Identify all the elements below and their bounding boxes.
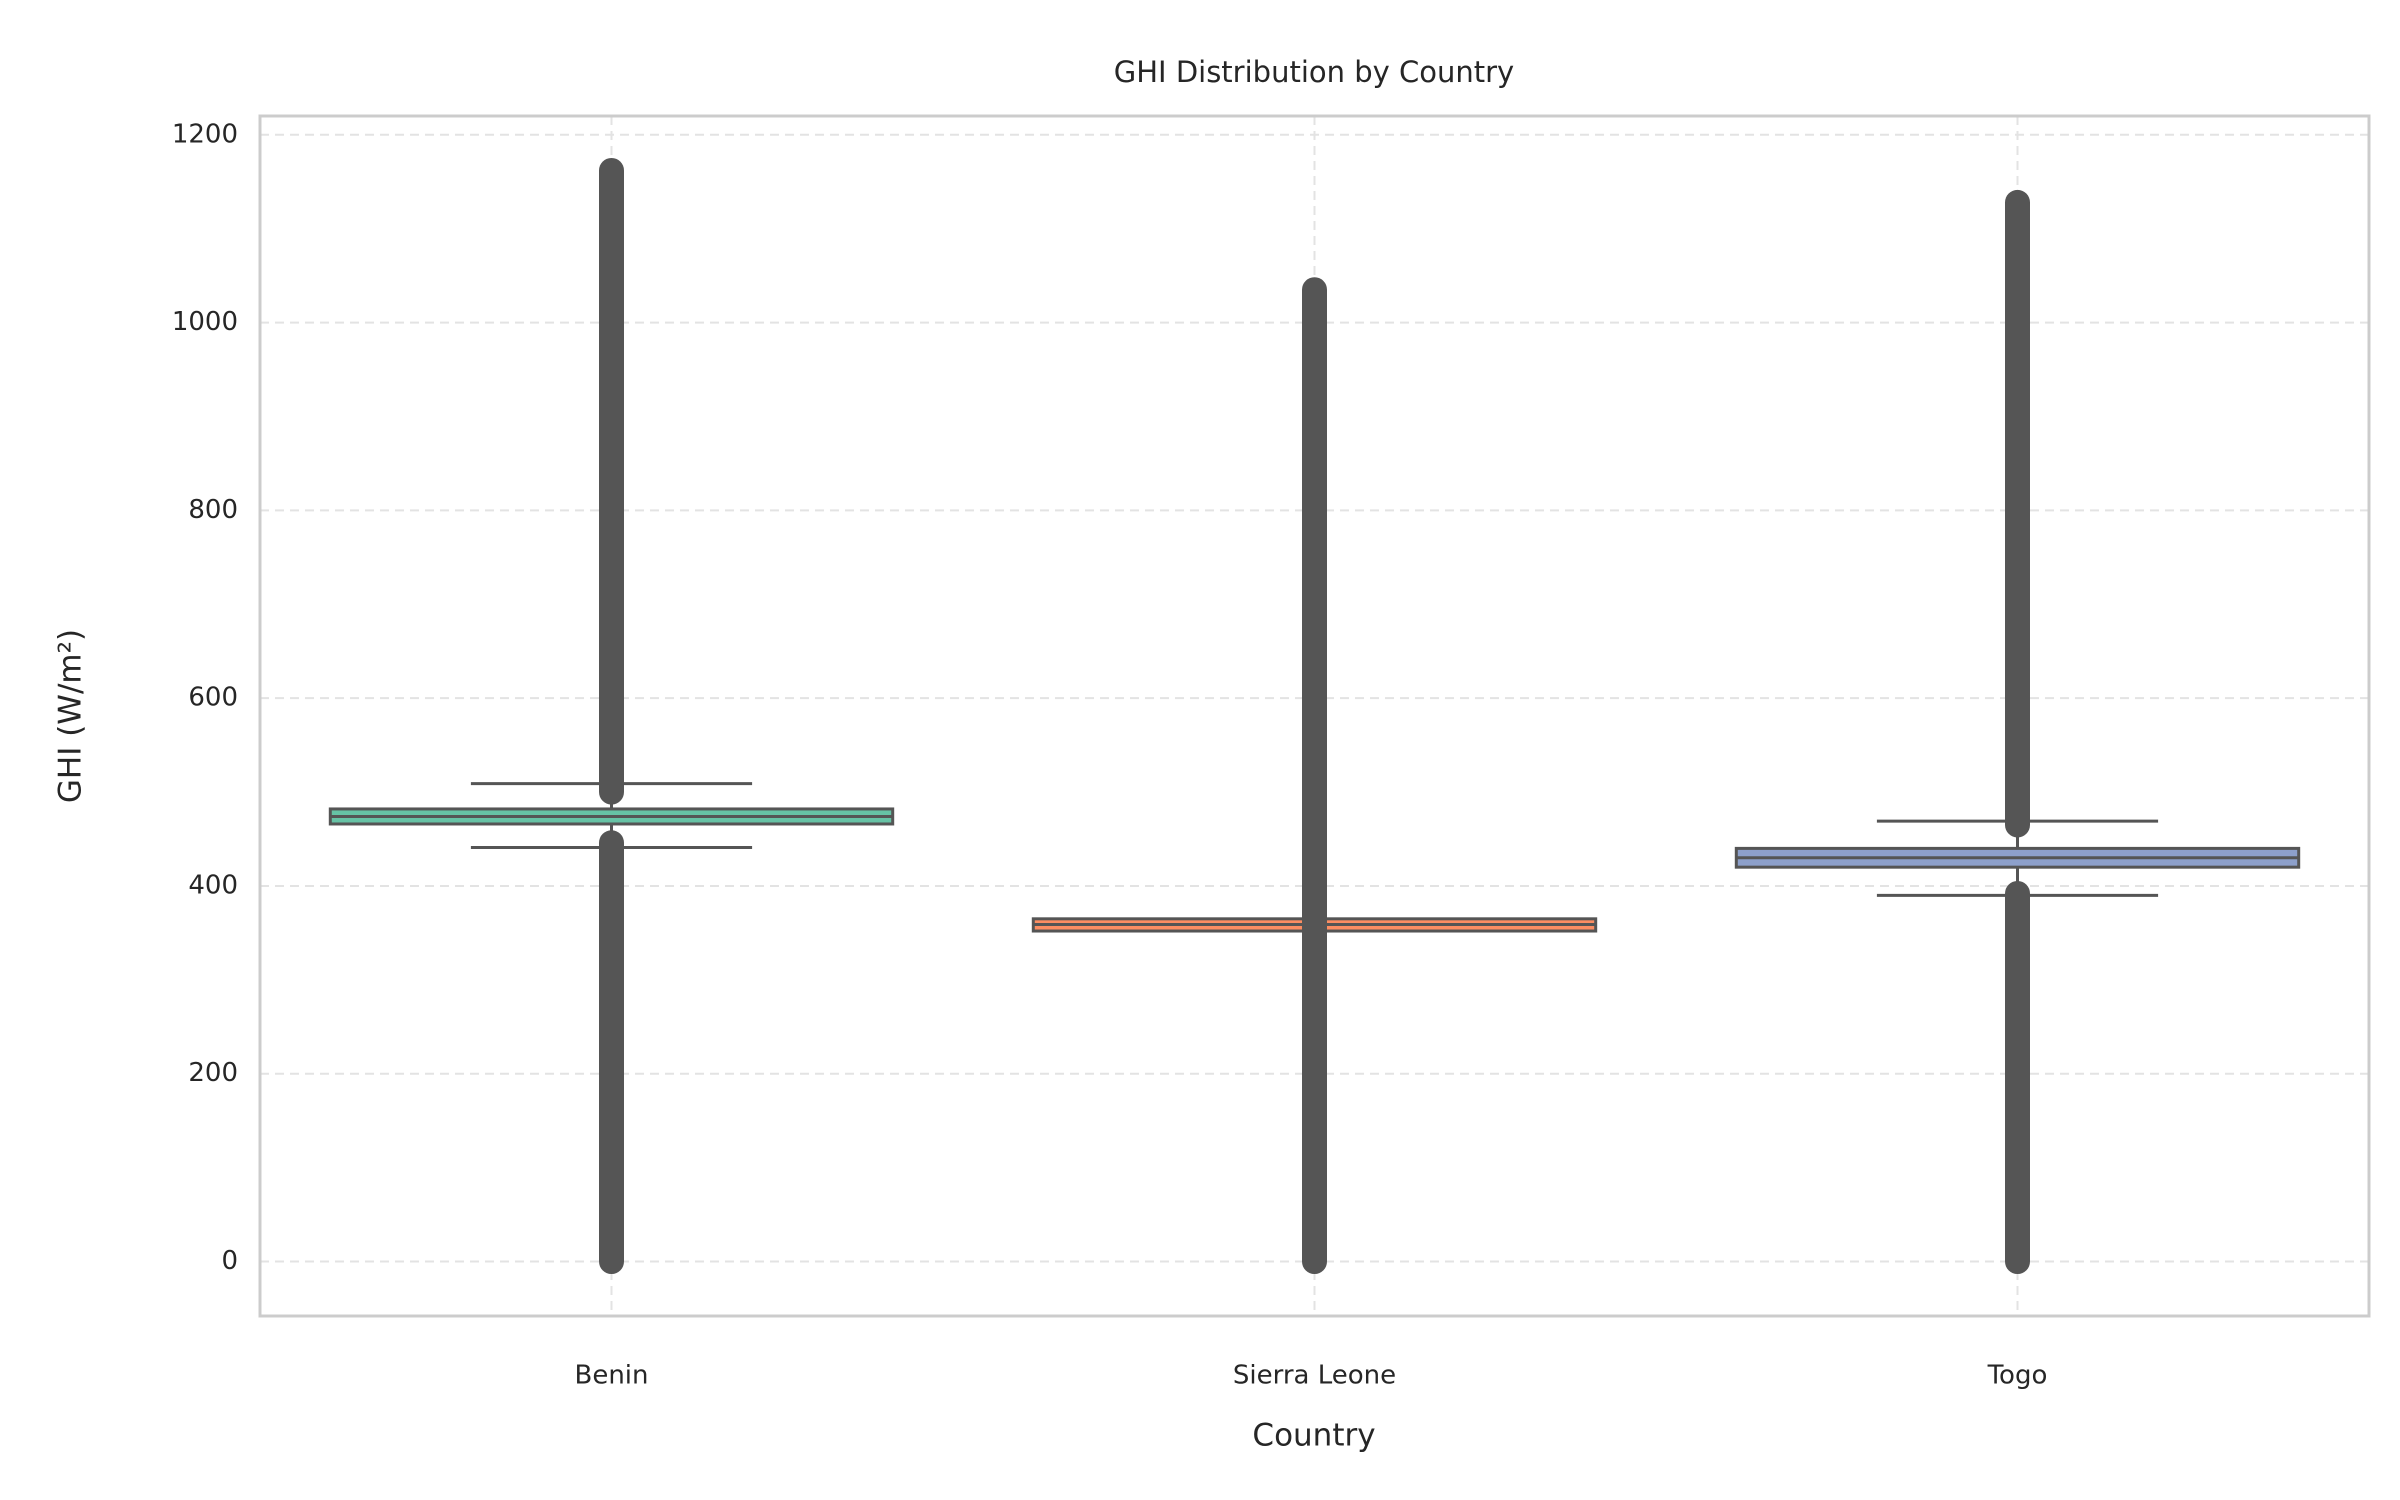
y-tick-label: 1000	[172, 307, 238, 337]
y-tick-label: 800	[188, 495, 238, 525]
y-axis-label: GHI (W/m²)	[53, 629, 89, 803]
chart-title: GHI Distribution by Country	[1114, 55, 1514, 89]
y-tick-label: 1200	[172, 119, 238, 149]
y-tick-label: 400	[188, 870, 238, 900]
y-tick-label: 200	[188, 1058, 238, 1088]
x-tick-label: Sierra Leone	[1233, 1361, 1396, 1391]
y-tick-label: 600	[188, 683, 238, 713]
x-tick-label: Benin	[574, 1361, 648, 1391]
plot-frame	[258, 114, 2371, 1318]
x-axis-label: Country	[1252, 1418, 1375, 1454]
y-tick-label: 0	[221, 1246, 238, 1276]
x-tick-label: Togo	[1987, 1361, 2048, 1391]
